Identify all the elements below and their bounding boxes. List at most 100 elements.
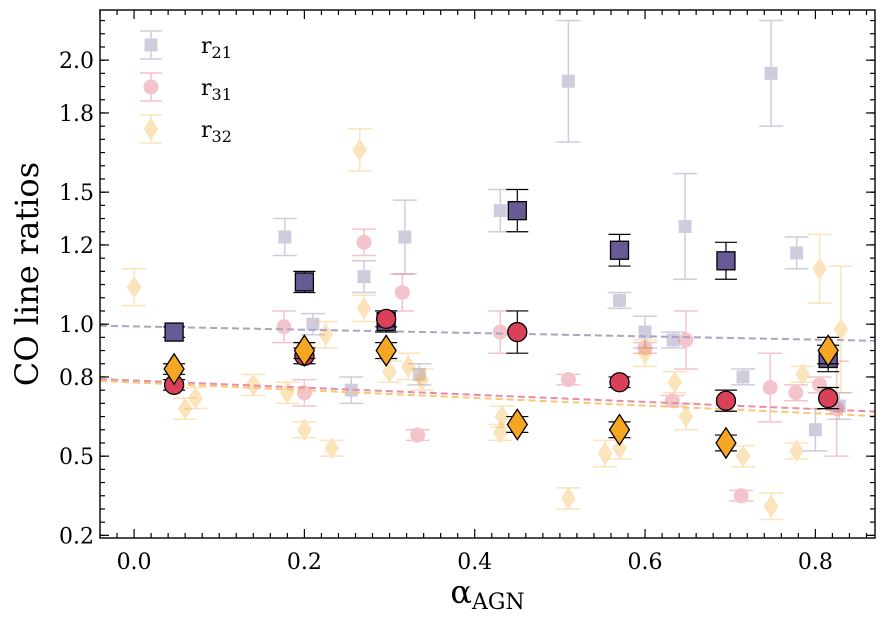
r32-faint-errorbar xyxy=(759,492,784,521)
r32-faint-errorbar xyxy=(122,267,147,307)
r21-faint-errorbar xyxy=(633,315,658,349)
r21-binned-point xyxy=(163,322,186,342)
r32-faint-marker xyxy=(597,442,613,465)
r21-faint-marker xyxy=(666,333,680,347)
r21-faint-marker xyxy=(678,219,692,233)
r32-binned-marker xyxy=(163,352,185,386)
r31-binned-point xyxy=(714,389,737,412)
legend-entry-r21: r21 xyxy=(140,30,232,62)
r21-faint-errorbar xyxy=(392,199,417,275)
r31-faint-marker xyxy=(276,319,292,335)
r32-faint-errorbar xyxy=(790,365,815,383)
r21-faint-point xyxy=(673,172,698,281)
r21-faint-marker xyxy=(638,325,652,339)
r31-faint-marker xyxy=(733,488,749,504)
r32-faint-marker xyxy=(187,386,203,410)
r21-faint-point xyxy=(556,19,581,143)
r21-faint-errorbar xyxy=(556,19,581,143)
y-tick-label: 0.5 xyxy=(59,445,94,470)
legend-handle-r21 xyxy=(140,30,162,60)
r32-faint-marker xyxy=(795,362,811,386)
r31-faint-errorbar xyxy=(405,429,430,442)
legend-label-main: r xyxy=(201,76,212,101)
r32-faint-point xyxy=(275,381,300,405)
y-tick-label: 0.8 xyxy=(59,366,94,391)
r32-faint-marker xyxy=(318,323,334,347)
x-axis-label: αAGN xyxy=(450,573,524,615)
r32-faint-marker xyxy=(812,257,828,281)
r21-faint-marker xyxy=(736,370,750,384)
r31-faint-point xyxy=(390,273,415,312)
r32-faint-marker xyxy=(789,439,805,463)
fit-lines-layer xyxy=(99,324,876,418)
r21-faint-point xyxy=(759,19,784,127)
r32-faint-marker xyxy=(492,421,508,444)
r21-faint-point xyxy=(803,407,828,452)
r31-faint-point xyxy=(758,352,783,423)
r32-faint-marker xyxy=(763,494,779,518)
r21-faint-errorbar xyxy=(607,291,632,310)
r31-faint-marker xyxy=(394,284,410,300)
legend-marker-r21 xyxy=(144,38,158,52)
r21-binned-marker xyxy=(609,240,630,260)
legend-label-r31: r31 xyxy=(201,76,232,104)
r21-faint-point xyxy=(300,312,325,336)
r32-faint-point xyxy=(662,370,687,394)
legend-handle-r32 xyxy=(140,114,162,144)
r32-faint-marker xyxy=(356,296,372,320)
r21-faint-point xyxy=(392,199,417,275)
r32-binned-marker xyxy=(715,426,737,460)
r21-faint-errorbar xyxy=(784,236,809,270)
r32-faint-marker xyxy=(414,368,430,391)
r32-faint-errorbar xyxy=(241,373,266,397)
r31-faint-marker xyxy=(560,372,576,388)
legend-label-sub: 21 xyxy=(212,43,232,62)
r31-binned-point xyxy=(375,308,398,330)
legend-label-r32: r32 xyxy=(201,118,232,146)
r21-binned-marker xyxy=(716,251,736,271)
r31-faint-point xyxy=(352,228,377,257)
r32-faint-marker xyxy=(279,381,295,405)
legend-label-main: r xyxy=(201,118,212,143)
y-tick-label: 1.5 xyxy=(59,181,94,206)
r32-faint-point xyxy=(730,444,755,468)
r32-faint-errorbar xyxy=(352,294,377,323)
r32-faint-errorbar xyxy=(593,439,618,468)
r31-faint-errorbar xyxy=(729,489,754,502)
r21-faint-errorbar xyxy=(661,331,686,349)
r21-faint-marker xyxy=(808,423,822,437)
r32-binned-marker xyxy=(608,413,631,447)
r32-faint-errorbar xyxy=(313,320,338,349)
r21-faint-errorbar xyxy=(272,217,297,257)
r21-binned-point xyxy=(506,188,529,233)
r21-faint-errorbar xyxy=(339,376,364,405)
r31-faint-marker xyxy=(637,340,653,356)
r31-binned-marker xyxy=(715,390,737,411)
r32-faint-errorbar xyxy=(730,444,755,468)
r21-faint-errorbar xyxy=(407,363,432,386)
r32-faint-errorbar xyxy=(183,386,208,410)
r32-faint-point xyxy=(319,436,344,460)
r21-binned-marker xyxy=(507,200,527,221)
r32-faint-point xyxy=(241,373,266,397)
r32-faint-point xyxy=(807,233,832,304)
r31-faint-errorbar xyxy=(633,341,658,354)
y-tick-label: 2.0 xyxy=(59,49,94,74)
r31-faint-marker xyxy=(812,377,828,393)
r21-binned-marker xyxy=(294,272,315,292)
r32-fit-line xyxy=(99,379,876,418)
r31-faint-point xyxy=(292,378,317,407)
r32-faint-errorbar xyxy=(662,370,687,394)
r21-faint-marker xyxy=(613,293,627,307)
r21-faint-marker xyxy=(306,317,320,331)
r31-faint-marker xyxy=(492,324,508,340)
r31-binned-point xyxy=(817,386,840,410)
y-tick-label: 0.2 xyxy=(59,524,94,549)
r21-binned-marker xyxy=(164,322,184,342)
axis-ticks: 0.0 0.2 0.4 0.6 0.8 0.2 0.5 0.8 1.0 1.2 1.5 1.8 2.0 xyxy=(59,10,875,575)
r31-binned-marker xyxy=(818,387,839,409)
r32-faint-point xyxy=(828,265,853,394)
r31-faint-point xyxy=(729,488,754,504)
r21-binned-point xyxy=(293,270,316,294)
